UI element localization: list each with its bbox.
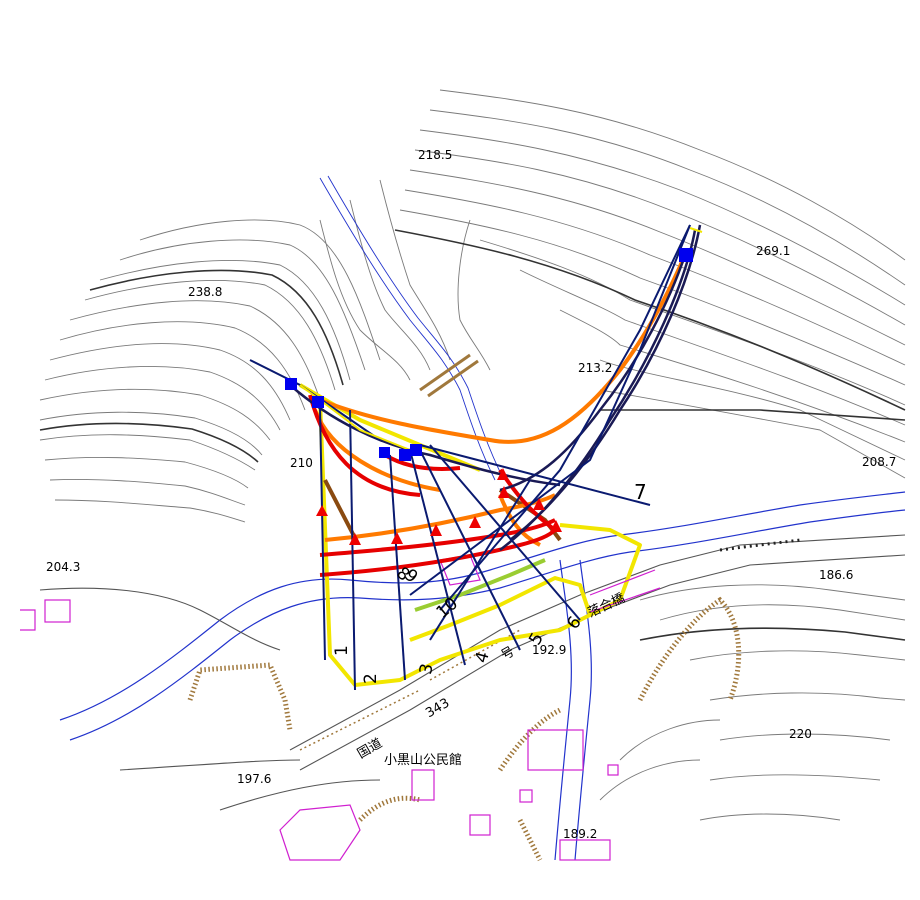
contour-lines [40,90,905,820]
elevation-label: 189.2 [563,827,597,841]
buildings [20,555,618,860]
route-suffix-label: 号 [499,644,518,663]
elevation-label: 238.8 [188,285,222,299]
blue-marker [399,449,411,461]
section-label-4: 4 [472,650,494,666]
elevation-label: 269.1 [756,244,790,258]
elevation-label: 210 [290,456,313,470]
hazard-zone-orange [315,255,685,545]
blue-marker [285,378,297,390]
elevation-label: 186.6 [819,568,853,582]
section-line-6 [430,445,580,620]
elevation-label: 220 [789,727,812,741]
blue-marker [679,248,693,262]
route-prefix-label: 国道 [355,736,385,762]
section-label-6: 6 [563,613,586,633]
section-label-1: 1 [332,645,352,656]
section-label-2: 2 [361,673,381,684]
blue-marker [410,444,422,456]
section-label-7: 7 [634,480,647,504]
retaining-walls [190,600,739,860]
bridge-name-label: 落合橋 [586,591,628,621]
elevation-label: 218.5 [418,148,452,162]
river [60,492,905,860]
blue-marker [312,396,324,408]
elevation-label: 197.6 [237,772,271,786]
blue-marker [379,447,390,458]
hazard-zone-green [415,560,545,610]
elevation-label: 204.3 [46,560,80,574]
red-marker [391,532,403,544]
community-hall-label: 小黒山公民館 [384,753,462,768]
check-dam-structure [420,355,478,396]
index-contours [40,230,905,640]
elevation-label: 208.7 [862,455,896,469]
roads [40,535,905,810]
elevation-label: 213.2 [578,361,612,375]
mountain-stream [320,176,503,480]
